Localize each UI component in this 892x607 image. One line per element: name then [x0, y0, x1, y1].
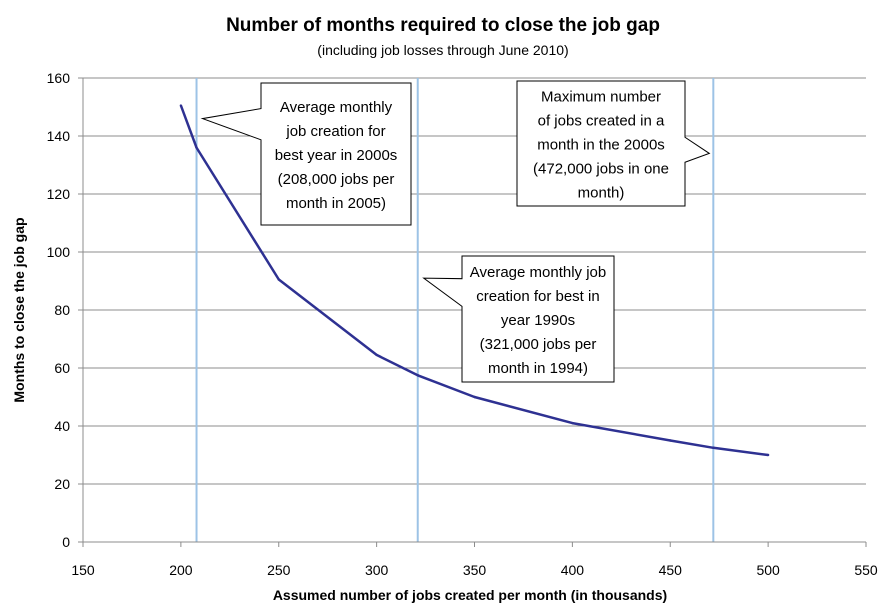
x-tick-label: 450 — [659, 562, 683, 578]
y-tick-label: 40 — [54, 418, 70, 434]
series-point — [277, 278, 280, 281]
y-axis-title: Months to close the job gap — [11, 217, 27, 402]
x-axis-title: Assumed number of jobs created per month… — [273, 587, 667, 603]
reference-lines — [195, 78, 715, 542]
callout-text: (208,000 jobs per — [278, 171, 395, 188]
x-tick-label: 500 — [756, 562, 780, 578]
x-tick-label: 300 — [365, 562, 389, 578]
y-tick-label: 20 — [54, 476, 70, 492]
callout-text: year 1990s — [501, 312, 575, 329]
callout: Maximum number of jobs created in a month … — [516, 80, 711, 207]
callout-box — [422, 255, 615, 383]
callout: Average monthly job creation for best year… — [200, 82, 412, 226]
y-tick-label: 140 — [47, 128, 71, 144]
callout-text: month in 1994) — [488, 360, 588, 377]
y-tick-label: 120 — [47, 186, 71, 202]
series-point — [179, 104, 183, 107]
x-tick-label: 250 — [267, 562, 291, 578]
callout-text: creation for best in — [476, 288, 599, 305]
y-tick-label: 160 — [47, 70, 71, 86]
callout-text: Average monthly — [280, 99, 393, 116]
y-tick-label: 80 — [54, 302, 70, 318]
series-point — [473, 395, 476, 399]
x-tick-label: 350 — [463, 562, 487, 578]
callout-layer: Average monthly job creation for best year… — [200, 80, 711, 383]
callout-text: Average monthly job — [470, 264, 606, 281]
y-tick-label: 100 — [47, 244, 71, 260]
callout-text: job creation for — [285, 123, 385, 140]
callout-box — [516, 80, 711, 207]
callout-text: (321,000 jobs per — [480, 336, 597, 353]
callout: Average monthly job creation for best in y… — [422, 255, 615, 383]
callout-text: month) — [578, 185, 625, 202]
chart-title: Number of months required to close the j… — [226, 15, 660, 36]
callout-text: best year in 2000s — [275, 147, 398, 164]
series-point — [375, 353, 378, 357]
series-point — [571, 421, 574, 425]
series-line — [179, 105, 769, 457]
series-point — [766, 453, 770, 457]
callout-text: (472,000 jobs in one — [533, 161, 669, 178]
y-tick-label: 0 — [62, 534, 70, 550]
x-tick-label: 400 — [561, 562, 585, 578]
x-tick-label: 150 — [71, 562, 95, 578]
chart-subtitle: (including job losses through June 2010) — [317, 42, 568, 58]
series-point — [195, 146, 198, 149]
series-layer — [179, 104, 770, 457]
callout-text: month in 2005) — [286, 195, 386, 212]
x-tick-label: 200 — [169, 562, 193, 578]
y-tick-label: 60 — [54, 360, 70, 376]
callout-text: of jobs created in a — [538, 113, 665, 130]
callout-text: Maximum number — [541, 89, 661, 106]
series-point — [669, 439, 672, 442]
x-tick-label: 550 — [854, 562, 878, 578]
series-point — [416, 374, 419, 377]
series-point — [712, 446, 715, 449]
axes: 0 20 40 60 80 100 120 140 160 150 200 250 300 350 400 4… — [47, 70, 878, 578]
callout-text: month in the 2000s — [537, 137, 665, 154]
callout-box — [200, 82, 412, 226]
